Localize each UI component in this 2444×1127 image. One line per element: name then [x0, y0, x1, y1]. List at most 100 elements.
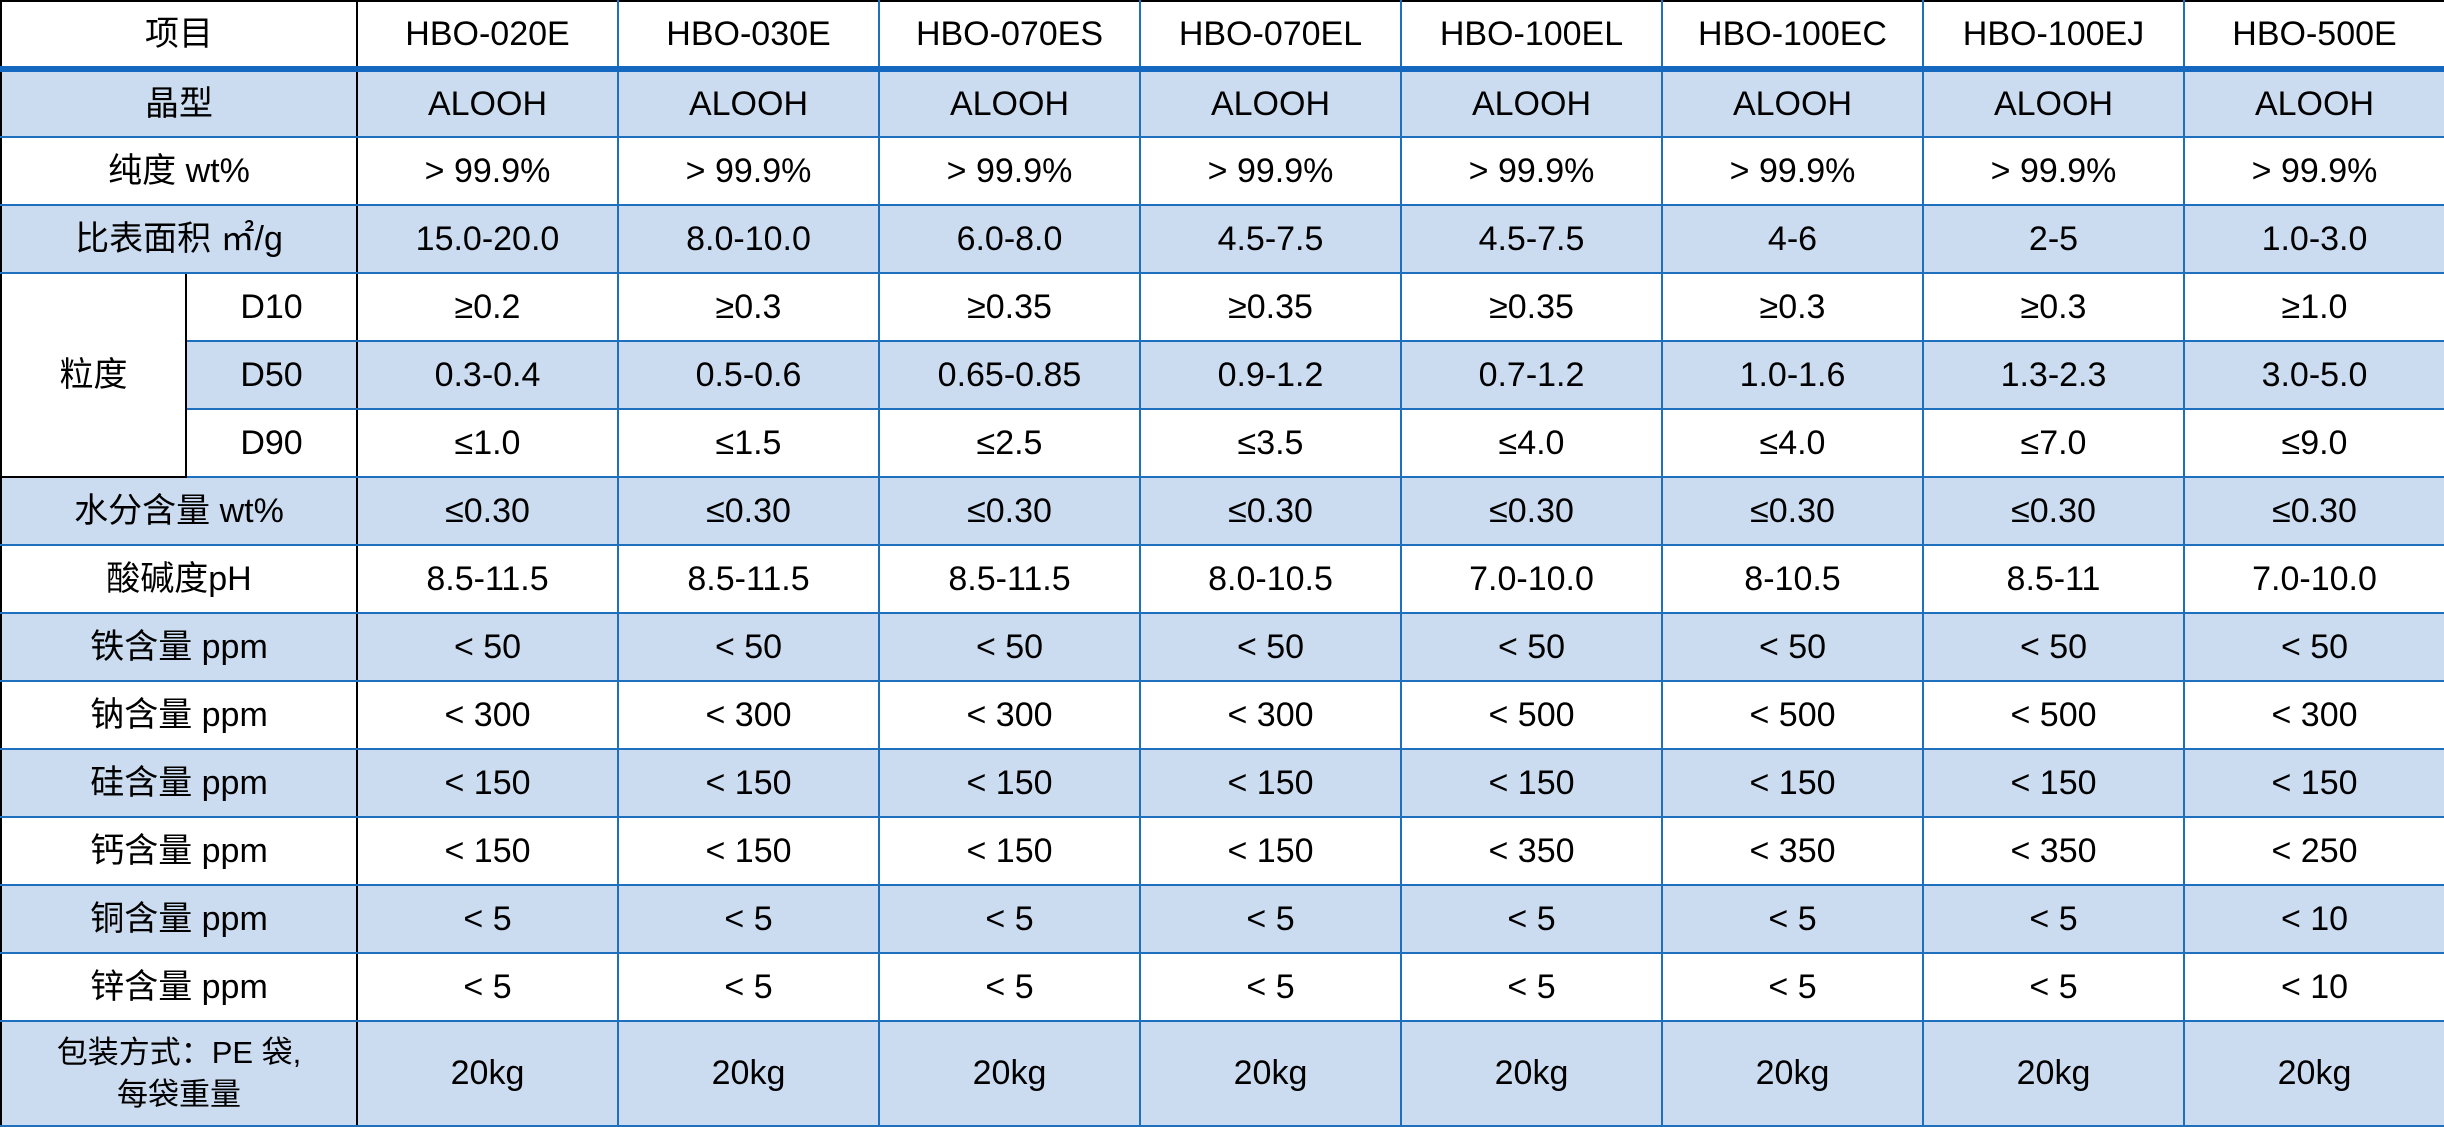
value-cell: 8.0-10.0	[617, 204, 880, 274]
row-label-cell: 晶型	[0, 68, 358, 138]
row-label-cell: 纯度 wt%	[0, 136, 358, 206]
value-cell: < 250	[2183, 816, 2444, 886]
value-cell: ≤7.0	[1922, 408, 2185, 478]
particle-sub-label-cell: D10	[185, 272, 358, 342]
value-cell: < 150	[1661, 748, 1924, 818]
table-row: D90 ≤1.0 ≤1.5 ≤2.5 ≤3.5 ≤4.0 ≤4.0 ≤7.0 ≤9.0	[1, 408, 2444, 478]
value-cell: ≤0.30	[1922, 476, 2185, 546]
value-cell: < 5	[878, 884, 1141, 954]
value-cell: 1.0-3.0	[2183, 204, 2444, 274]
value-cell: 8.0-10.5	[1139, 544, 1402, 614]
value-cell: < 5	[356, 952, 619, 1022]
value-cell: < 500	[1400, 680, 1663, 750]
column-header-cell: HBO-100EC	[1661, 0, 1924, 72]
value-cell: > 99.9%	[356, 136, 619, 206]
table-row: 晶型 ALOOH ALOOH ALOOH ALOOH ALOOH ALOOH ALOOH ALO…	[0, 68, 2444, 138]
value-cell: ALOOH	[1661, 68, 1924, 138]
value-cell: > 99.9%	[617, 136, 880, 206]
value-cell: 15.0-20.0	[356, 204, 619, 274]
value-cell: < 300	[1139, 680, 1402, 750]
value-cell: 20kg	[2183, 1020, 2444, 1127]
column-header-cell: HBO-070ES	[878, 0, 1141, 72]
column-header-cell: HBO-070EL	[1139, 0, 1402, 72]
table-row: 钠含量 ppm < 300 < 300 < 300 < 300 < 500 < 500 < 5…	[0, 680, 2444, 750]
value-cell: < 150	[2183, 748, 2444, 818]
value-cell: > 99.9%	[1922, 136, 2185, 206]
value-cell: < 300	[878, 680, 1141, 750]
column-header-cell: HBO-100EL	[1400, 0, 1663, 72]
value-cell: < 150	[878, 748, 1141, 818]
value-cell: ALOOH	[2183, 68, 2444, 138]
value-cell: < 150	[1139, 816, 1402, 886]
table-row: 锌含量 ppm < 5 < 5 < 5 < 5 < 5 < 5 < 5 < 10	[0, 952, 2444, 1022]
value-cell: > 99.9%	[2183, 136, 2444, 206]
value-cell: 0.3-0.4	[356, 340, 619, 410]
value-cell: ≥0.3	[1661, 272, 1924, 342]
value-cell: ≤1.0	[356, 408, 619, 478]
value-cell: < 50	[2183, 612, 2444, 682]
value-cell: < 5	[1922, 952, 2185, 1022]
table-row: 包装方式：PE 袋, 每袋重量 20kg 20kg 20kg 20kg 20kg 20kg 2…	[0, 1020, 2444, 1127]
value-cell: ≥0.3	[617, 272, 880, 342]
value-cell: > 99.9%	[1661, 136, 1924, 206]
value-cell: < 350	[1400, 816, 1663, 886]
value-cell: < 150	[617, 748, 880, 818]
value-cell: ≤0.30	[1139, 476, 1402, 546]
value-cell: ≤0.30	[2183, 476, 2444, 546]
value-cell: ≤4.0	[1400, 408, 1663, 478]
value-cell: ALOOH	[1922, 68, 2185, 138]
value-cell: 20kg	[878, 1020, 1141, 1127]
value-cell: < 500	[1922, 680, 2185, 750]
value-cell: 20kg	[1661, 1020, 1924, 1127]
value-cell: 0.9-1.2	[1139, 340, 1402, 410]
value-cell: < 50	[617, 612, 880, 682]
column-header-cell: HBO-100EJ	[1922, 0, 2185, 72]
value-cell: < 300	[356, 680, 619, 750]
value-cell: ≥0.35	[1139, 272, 1402, 342]
value-cell: < 300	[2183, 680, 2444, 750]
row-label-cell: 锌含量 ppm	[0, 952, 358, 1022]
header-row: 项目 HBO-020E HBO-030E HBO-070ES HBO-070EL HBO-…	[0, 0, 2444, 72]
value-cell: < 5	[617, 884, 880, 954]
value-cell: < 5	[617, 952, 880, 1022]
column-header-cell: HBO-020E	[356, 0, 619, 72]
value-cell: ≥0.35	[1400, 272, 1663, 342]
value-cell: < 5	[1400, 884, 1663, 954]
value-cell: ALOOH	[617, 68, 880, 138]
value-cell: < 5	[356, 884, 619, 954]
value-cell: 1.3-2.3	[1922, 340, 2185, 410]
table-row: 铁含量 ppm < 50 < 50 < 50 < 50 < 50 < 50 < 50 < 50	[0, 612, 2444, 682]
value-cell: < 5	[1400, 952, 1663, 1022]
value-cell: 6.0-8.0	[878, 204, 1141, 274]
particle-group-cell: 粒度	[0, 272, 187, 478]
value-cell: < 150	[617, 816, 880, 886]
value-cell: 8.5-11	[1922, 544, 2185, 614]
value-cell: < 50	[1922, 612, 2185, 682]
table-row: 比表面积 ㎡/g 15.0-20.0 8.0-10.0 6.0-8.0 4.5-7.5 4…	[0, 204, 2444, 274]
value-cell: ≤0.30	[1400, 476, 1663, 546]
column-header-cell: HBO-500E	[2183, 0, 2444, 72]
value-cell: 2-5	[1922, 204, 2185, 274]
value-cell: 0.5-0.6	[617, 340, 880, 410]
value-cell: < 5	[1922, 884, 2185, 954]
row-label-cell: 酸碱度pH	[0, 544, 358, 614]
value-cell: < 10	[2183, 884, 2444, 954]
value-cell: 0.7-1.2	[1400, 340, 1663, 410]
value-cell: ≥0.35	[878, 272, 1141, 342]
value-cell: < 5	[878, 952, 1141, 1022]
value-cell: ALOOH	[1400, 68, 1663, 138]
value-cell: 8-10.5	[1661, 544, 1924, 614]
table-row: 水分含量 wt% ≤0.30 ≤0.30 ≤0.30 ≤0.30 ≤0.30 ≤0.30 ≤0…	[0, 476, 2444, 546]
value-cell: ≤1.5	[617, 408, 880, 478]
value-cell: < 50	[1139, 612, 1402, 682]
value-cell: < 10	[2183, 952, 2444, 1022]
value-cell: < 150	[356, 748, 619, 818]
value-cell: 7.0-10.0	[2183, 544, 2444, 614]
value-cell: 20kg	[617, 1020, 880, 1127]
value-cell: 20kg	[356, 1020, 619, 1127]
value-cell: < 5	[1661, 952, 1924, 1022]
table-row: 硅含量 ppm < 150 < 150 < 150 < 150 < 150 < 150 < 1…	[0, 748, 2444, 818]
value-cell: ≤4.0	[1661, 408, 1924, 478]
table-row: 粒度 D10 ≥0.2 ≥0.3 ≥0.35 ≥0.35 ≥0.35 ≥0.3 ≥0.3 ≥1.0	[0, 272, 2444, 478]
